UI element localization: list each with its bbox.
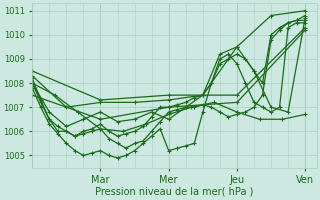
X-axis label: Pression niveau de la mer( hPa ): Pression niveau de la mer( hPa ) [95, 187, 253, 197]
